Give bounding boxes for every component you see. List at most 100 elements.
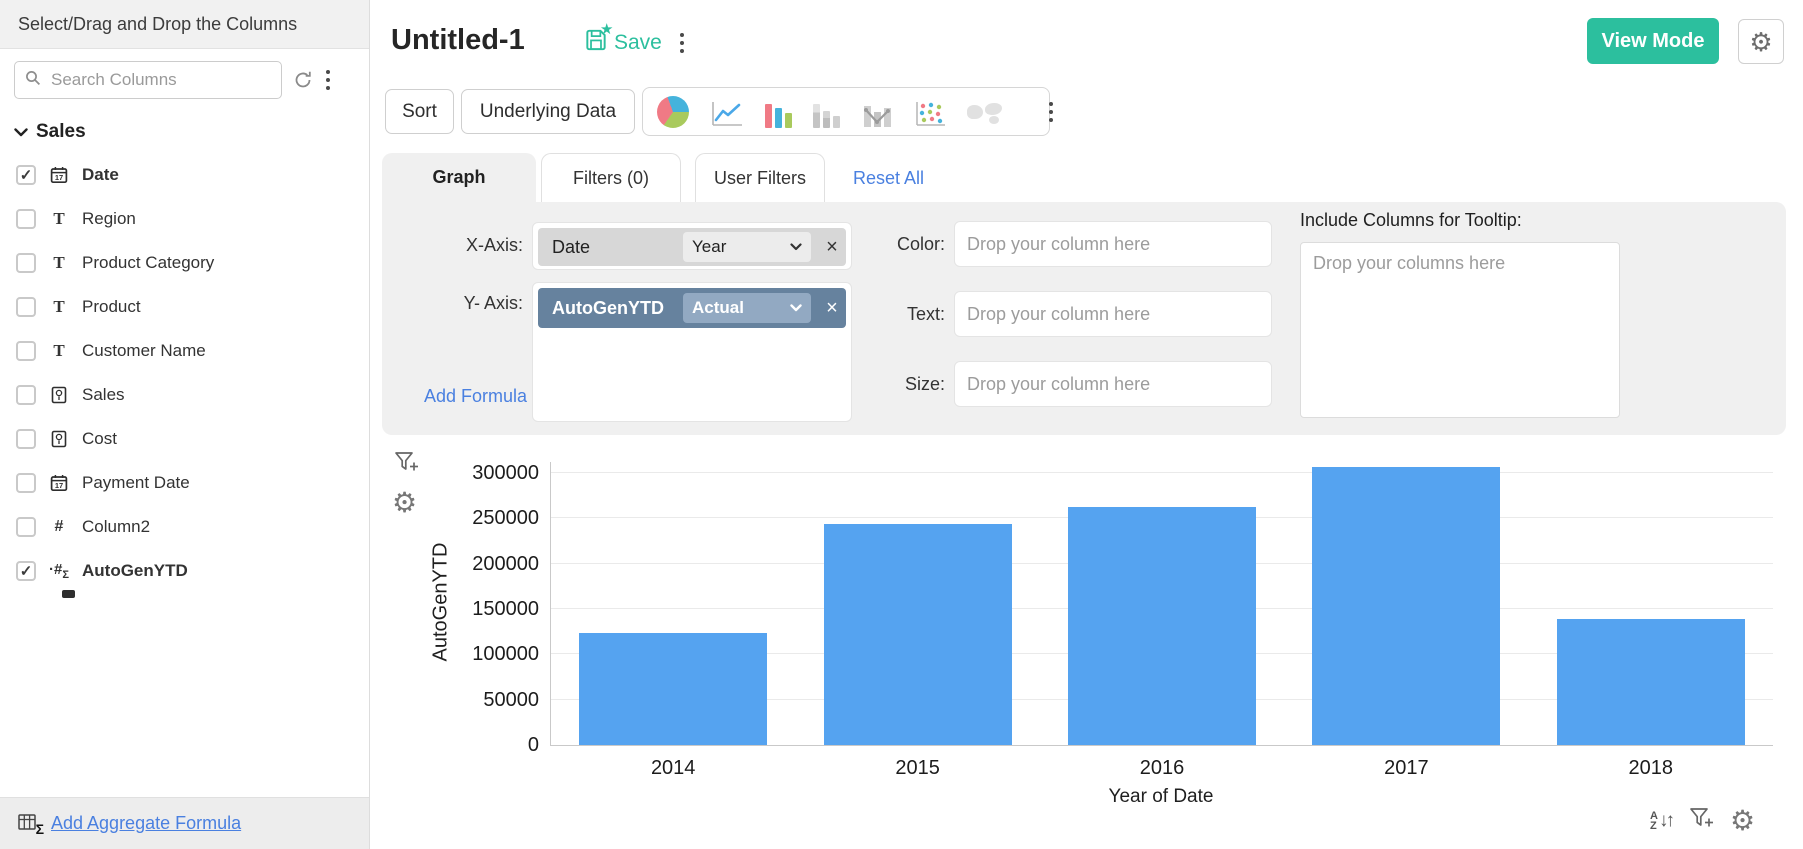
checkbox-unchecked[interactable]: [16, 517, 36, 537]
column-item-product-category[interactable]: T Product Category: [0, 241, 369, 285]
column-item-cost[interactable]: Cost: [0, 417, 369, 461]
column-item-region[interactable]: T Region: [0, 197, 369, 241]
x-function-dropdown[interactable]: Year: [683, 232, 811, 262]
bar-2014[interactable]: [579, 632, 768, 745]
column-item-sales[interactable]: Sales: [0, 373, 369, 417]
date-icon: 17: [47, 474, 71, 492]
text-type-icon: T: [53, 209, 65, 228]
currency-icon: [47, 430, 71, 448]
map-chart-icon[interactable]: [967, 96, 1003, 128]
currency-icon: [47, 386, 71, 404]
report-more-icon[interactable]: [678, 31, 686, 55]
column-label: Region: [82, 209, 136, 228]
sidebar-footer: Σ Add Aggregate Formula: [0, 797, 369, 849]
checkbox-unchecked[interactable]: [16, 385, 36, 405]
sort-button[interactable]: Sort: [385, 89, 454, 134]
color-label: Color:: [896, 234, 945, 254]
y-tick-label: 200000: [472, 552, 539, 575]
column-item-date[interactable]: ✓ 17 Date: [0, 153, 369, 197]
checkbox-unchecked[interactable]: [16, 473, 36, 493]
report-title: Untitled-1: [391, 24, 525, 56]
x-tick-label: 2017: [1384, 757, 1429, 779]
column-label: Date: [82, 165, 119, 184]
checkbox-checked[interactable]: ✓: [16, 165, 36, 185]
gear-icon[interactable]: ⚙: [1729, 804, 1756, 836]
x-axis-title: Year of Date: [1108, 786, 1214, 807]
column-item-payment-date[interactable]: 17 Payment Date: [0, 461, 369, 505]
pie-chart-icon[interactable]: [657, 95, 689, 128]
view-mode-button[interactable]: View Mode: [1587, 18, 1719, 64]
tab-filters[interactable]: Filters (0): [541, 153, 681, 202]
filter-add-icon[interactable]: [1687, 804, 1715, 837]
text-type-icon: T: [53, 341, 65, 360]
bar-2016[interactable]: [1068, 507, 1256, 745]
y-tick-label: 150000: [472, 598, 539, 620]
search-input[interactable]: [49, 69, 271, 91]
save-button[interactable]: ★ Save: [583, 21, 662, 58]
tab-graph[interactable]: Graph: [382, 153, 536, 202]
line-chart-icon[interactable]: [710, 96, 744, 128]
aggregate-formula-icon: Σ: [18, 813, 44, 837]
bar-line-chart-icon[interactable]: [861, 96, 893, 128]
formula-icon: ·#Σ: [49, 561, 69, 581]
checkbox-unchecked[interactable]: [16, 253, 36, 273]
remove-y-column-icon[interactable]: ×: [826, 297, 838, 319]
color-dropzone[interactable]: Drop your column here: [954, 221, 1272, 267]
column-label: Sales: [82, 385, 125, 404]
search-box[interactable]: [14, 61, 282, 99]
bar-2015[interactable]: [823, 523, 1012, 745]
save-label: Save: [614, 31, 662, 54]
column-item-product[interactable]: T Product: [0, 285, 369, 329]
checkbox-unchecked[interactable]: [16, 341, 36, 361]
add-formula-link[interactable]: Add Formula: [424, 386, 528, 406]
svg-text:17: 17: [55, 173, 63, 182]
column-label: AutoGenYTD: [82, 561, 188, 580]
text-type-icon: T: [53, 253, 65, 272]
tab-user-filters[interactable]: User Filters: [695, 153, 825, 202]
y-function-dropdown[interactable]: Actual: [683, 293, 811, 323]
x-axis-well[interactable]: Date Year ×: [532, 222, 852, 270]
chart-filter-add-icon[interactable]: [392, 448, 420, 481]
chart-settings-icon[interactable]: ⚙: [392, 487, 418, 518]
column-item-customer-name[interactable]: T Customer Name: [0, 329, 369, 373]
x-axis-pill[interactable]: Date Year ×: [538, 228, 846, 266]
reset-all-link[interactable]: Reset All: [853, 168, 925, 188]
number-icon: #: [54, 518, 64, 535]
settings-button[interactable]: ⚙: [1738, 19, 1784, 64]
size-dropzone[interactable]: Drop your column here: [954, 361, 1272, 407]
y-axis-well[interactable]: AutoGenYTD Actual ×: [532, 282, 852, 422]
tooltip-dropzone[interactable]: Drop your columns here: [1300, 242, 1620, 418]
y-column-name: AutoGenYTD: [552, 297, 664, 318]
underlying-data-button[interactable]: Underlying Data: [461, 89, 635, 134]
checkbox-unchecked[interactable]: [16, 297, 36, 317]
scatter-chart-icon[interactable]: [914, 96, 946, 128]
columns-sidebar: Select/Drag and Drop the Columns Sales ✓…: [0, 0, 370, 849]
y-tick-label: 100000: [472, 643, 539, 666]
svg-text:17: 17: [55, 481, 63, 490]
bar-2018[interactable]: [1556, 618, 1745, 745]
checkbox-checked[interactable]: ✓: [16, 561, 36, 581]
refresh-icon[interactable]: [292, 69, 314, 91]
column-label: Cost: [82, 429, 117, 448]
checkbox-unchecked[interactable]: [16, 209, 36, 229]
table-group-sales[interactable]: Sales: [0, 99, 369, 149]
y-axis-pill[interactable]: AutoGenYTD Actual ×: [538, 288, 846, 328]
column-item-autogenytd[interactable]: ✓ ·#Σ AutoGenYTD: [0, 549, 369, 593]
checkbox-unchecked[interactable]: [16, 429, 36, 449]
more-chart-types-icon[interactable]: [1047, 100, 1055, 124]
y-function-value: Actual: [692, 298, 744, 317]
column-item-column2[interactable]: # Column2: [0, 505, 369, 549]
add-aggregate-formula-link[interactable]: Add Aggregate Formula: [51, 813, 242, 833]
remove-x-column-icon[interactable]: ×: [826, 236, 838, 258]
stacked-bar-chart-icon[interactable]: [813, 96, 840, 128]
column-label: Payment Date: [82, 473, 190, 492]
drop-placeholder: Drop your column here: [967, 303, 1151, 324]
sidebar-more-icon[interactable]: [324, 68, 332, 92]
tooltip-columns-label: Include Columns for Tooltip:: [1300, 210, 1522, 230]
text-dropzone[interactable]: Drop your column here: [954, 291, 1272, 337]
bar-2017[interactable]: [1312, 466, 1501, 745]
column-label: Product Category: [82, 253, 215, 272]
group-label: Sales: [36, 121, 86, 142]
bar-chart-icon[interactable]: [765, 96, 792, 128]
